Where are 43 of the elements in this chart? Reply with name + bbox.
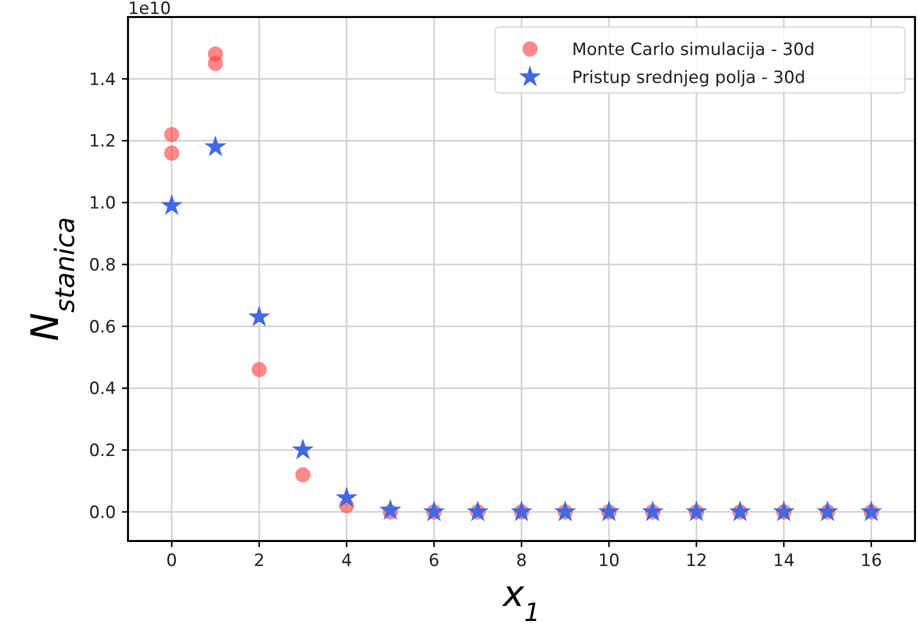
point	[466, 500, 489, 522]
y-tick-label: 0.4	[88, 379, 116, 400]
point	[164, 146, 180, 161]
x-tick-label: 0	[166, 551, 178, 571]
y-tick-label: 0.2	[88, 441, 116, 462]
x-tick-label: 4	[341, 551, 352, 571]
y-tick-label: 1.4	[88, 70, 116, 90]
x-axis-title: x$_{1}$	[502, 574, 540, 626]
point	[860, 500, 882, 522]
x-tick-label: 14	[773, 551, 795, 571]
x-tick-label: 12	[686, 551, 708, 571]
y-tick-label: 0.8	[88, 255, 116, 276]
annotation: 1e10	[128, 0, 171, 19]
point	[208, 56, 224, 71]
point	[292, 438, 314, 460]
x-tick-label: 6	[428, 551, 440, 571]
y-tick-label: 1.2	[88, 132, 116, 152]
point	[729, 500, 752, 522]
point	[164, 126, 180, 142]
point	[379, 498, 402, 520]
legend-label: Monte Carlo simulacija - 30d	[572, 40, 815, 60]
point	[685, 500, 708, 522]
point	[598, 500, 620, 522]
point	[510, 500, 532, 522]
legend-label: Pristup srednjeg polja - 30d	[572, 68, 806, 88]
point	[248, 305, 270, 326]
x-tick-label: 8	[516, 551, 527, 571]
point	[423, 500, 446, 522]
x-tick-label: 10	[598, 551, 620, 571]
point	[160, 194, 183, 216]
y-tick-label: 1.0	[88, 194, 116, 214]
point	[204, 135, 226, 156]
point	[772, 500, 795, 522]
point	[642, 500, 664, 522]
y-tick-label: 0.6	[88, 317, 116, 338]
x-tick-label: 2	[254, 551, 265, 571]
point	[336, 486, 358, 508]
point	[554, 500, 576, 522]
x-tick-label: 16	[860, 551, 882, 571]
y-tick-label: 0.0	[88, 502, 116, 523]
point	[252, 362, 267, 378]
point	[295, 467, 310, 482]
point	[816, 500, 839, 522]
